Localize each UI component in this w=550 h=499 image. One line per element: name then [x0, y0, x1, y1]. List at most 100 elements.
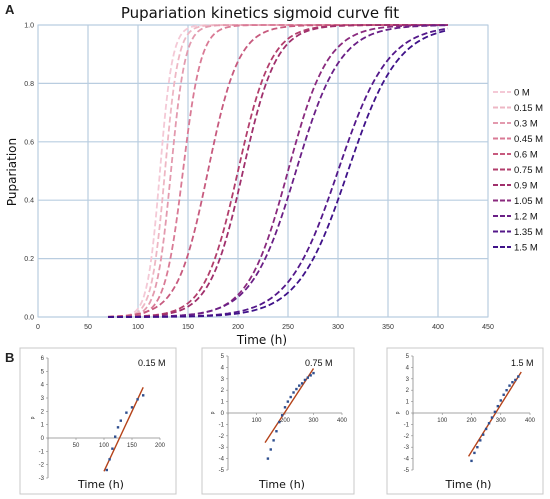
small-y-tick-label: 6	[41, 356, 45, 362]
small-y-tick-label: 0	[221, 411, 225, 417]
data-point	[473, 451, 476, 455]
data-point	[295, 387, 298, 391]
main-x-tick-label: 0	[36, 324, 40, 331]
data-point	[266, 457, 270, 460]
panel-label-b: B	[5, 350, 14, 365]
data-point	[514, 378, 517, 382]
data-point	[476, 446, 479, 449]
legend-label: 0.15 M	[514, 103, 543, 114]
legend-label: 0.45 M	[514, 134, 543, 145]
main-y-tick-label: 0.8	[24, 81, 34, 88]
small-y-tick-label: 5	[406, 354, 410, 360]
series-line	[107, 24, 448, 318]
small-y-tick-label: -3	[404, 445, 410, 451]
small-x-tick-label: 100	[99, 443, 110, 449]
data-point	[136, 398, 139, 401]
data-point	[487, 422, 491, 425]
series-line	[108, 29, 449, 318]
legend-label: 0 M	[514, 88, 530, 99]
small-frame	[19, 347, 177, 495]
data-point	[272, 439, 275, 442]
data-point	[278, 420, 281, 424]
small-chart-title: 0.15 M	[138, 358, 166, 368]
small-y-tick-label: -5	[404, 468, 410, 474]
main-x-tick-label: 200	[232, 324, 244, 331]
panel-label-a: A	[5, 2, 15, 17]
data-point	[505, 389, 508, 392]
small-x-axis-label: Time (h)	[258, 478, 305, 491]
main-y-tick-label: 0.2	[24, 256, 34, 263]
small-x-axis-label: Time (h)	[445, 478, 492, 491]
main-x-tick-label: 450	[482, 324, 494, 331]
data-point	[300, 382, 304, 385]
small-y-tick-label: 4	[41, 383, 45, 389]
small-frame	[386, 347, 544, 495]
small-y-tick-label: -1	[404, 422, 410, 428]
data-point	[105, 468, 108, 472]
small-plot-1-5m: -5 -4 -3 -2 -1 0 1 2 3 4 5 100 200 300 400 p 1.5 M Time (…	[386, 347, 544, 495]
small-y-tick-label: 4	[406, 365, 410, 371]
main-plot: 0 50 100 150 200 250 300 350 400 450 0.0 0.2 0.4 0.6 0…	[24, 23, 494, 332]
data-point	[142, 394, 145, 397]
fit-line	[103, 387, 144, 472]
main-y-tick-label: 0.6	[24, 139, 34, 146]
small-frame	[201, 347, 355, 495]
small-y-axis-label: p	[395, 411, 401, 414]
small-x-tick-label: 150	[127, 443, 138, 449]
legend-label: 0.6 M	[514, 150, 538, 161]
small-y-tick-label: -2	[219, 434, 225, 440]
data-point	[490, 416, 494, 419]
main-x-tick-label: 400	[432, 324, 444, 331]
small-y-tick-label: -2	[404, 434, 410, 440]
data-point	[499, 399, 502, 402]
small-x-tick-label: 100	[437, 418, 448, 424]
small-y-tick-label: -3	[219, 445, 225, 451]
main-y-tick-label: 0.0	[24, 315, 34, 322]
data-point	[269, 448, 272, 451]
main-legend: 0 M 0.15 M 0.3 M 0.45 M 0.6 M 0.75 M 0.9 M 1.05…	[493, 88, 543, 254]
small-x-tick-label: 200	[466, 418, 477, 424]
small-y-tick-label: 5	[221, 354, 225, 360]
small-y-tick-label: 1	[41, 423, 45, 429]
legend-label: 1.2 M	[514, 212, 538, 223]
series-line	[107, 24, 448, 318]
series-line	[108, 24, 448, 318]
main-x-tick-label: 100	[132, 324, 144, 331]
series-line	[108, 24, 448, 318]
main-y-tick-label: 0.4	[24, 198, 34, 205]
data-point	[298, 384, 301, 387]
small-y-axis-label: p	[210, 411, 216, 414]
small-y-tick-label: -2	[39, 463, 45, 469]
fit-line	[467, 371, 522, 457]
small-y-tick-label: 4	[221, 365, 225, 371]
main-plot-area	[37, 24, 489, 318]
data-point	[280, 414, 284, 417]
legend-label: 0.3 M	[514, 119, 538, 130]
data-point	[303, 378, 307, 382]
data-point	[292, 391, 295, 394]
small-y-tick-label: 3	[41, 396, 45, 402]
data-point	[275, 430, 278, 433]
data-point	[116, 426, 120, 429]
data-point	[125, 411, 128, 414]
legend-label: 1.5 M	[514, 243, 538, 254]
main-x-axis-label: Time (h)	[236, 333, 287, 347]
small-y-tick-label: -4	[219, 457, 225, 463]
small-x-tick-label: 50	[73, 443, 80, 449]
main-y-tick-label: 1.0	[24, 23, 34, 30]
data-point	[283, 406, 287, 409]
data-point	[114, 435, 117, 438]
small-y-tick-label: 2	[221, 388, 225, 394]
small-y-axis-label: p	[30, 416, 36, 419]
main-chart-title: Pupariation kinetics sigmoid curve fit	[121, 4, 399, 22]
data-point	[309, 374, 312, 377]
legend-label: 0.75 M	[514, 165, 543, 176]
legend-label: 0.9 M	[514, 181, 538, 192]
data-point	[286, 400, 290, 403]
small-x-tick-label: 200	[155, 443, 166, 449]
main-x-tick-label: 150	[182, 324, 194, 331]
data-point	[479, 439, 482, 442]
data-point	[108, 458, 111, 461]
data-point	[502, 393, 505, 396]
